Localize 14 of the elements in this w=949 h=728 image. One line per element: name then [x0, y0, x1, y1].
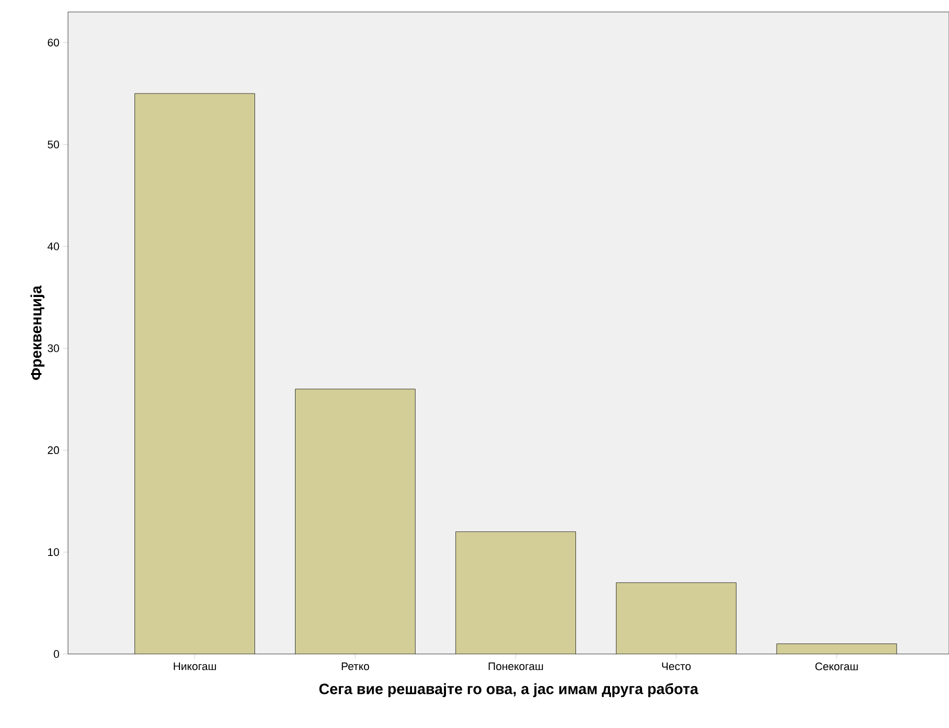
x-tick-label: Понекогаш: [488, 662, 543, 670]
x-tick-label: Никогаш: [174, 662, 216, 670]
y-tick-label: 50: [48, 140, 60, 148]
y-tick-label: 30: [48, 344, 60, 352]
x-axis-title: Сега вие решавајте го ова, а јас имам друга работа: [319, 683, 698, 698]
y-tick-label: 0: [54, 650, 60, 658]
y-tick-label: 10: [48, 548, 60, 556]
x-tick-label: Секогаш: [815, 662, 858, 670]
x-tick-label: Често: [662, 662, 691, 670]
x-tick-label: Ретко: [342, 662, 370, 670]
y-tick-label: 20: [48, 446, 60, 454]
y-tick-label: 40: [48, 242, 60, 250]
y-axis-title: Фреквенција: [30, 285, 44, 380]
y-tick-label: 60: [48, 38, 60, 46]
